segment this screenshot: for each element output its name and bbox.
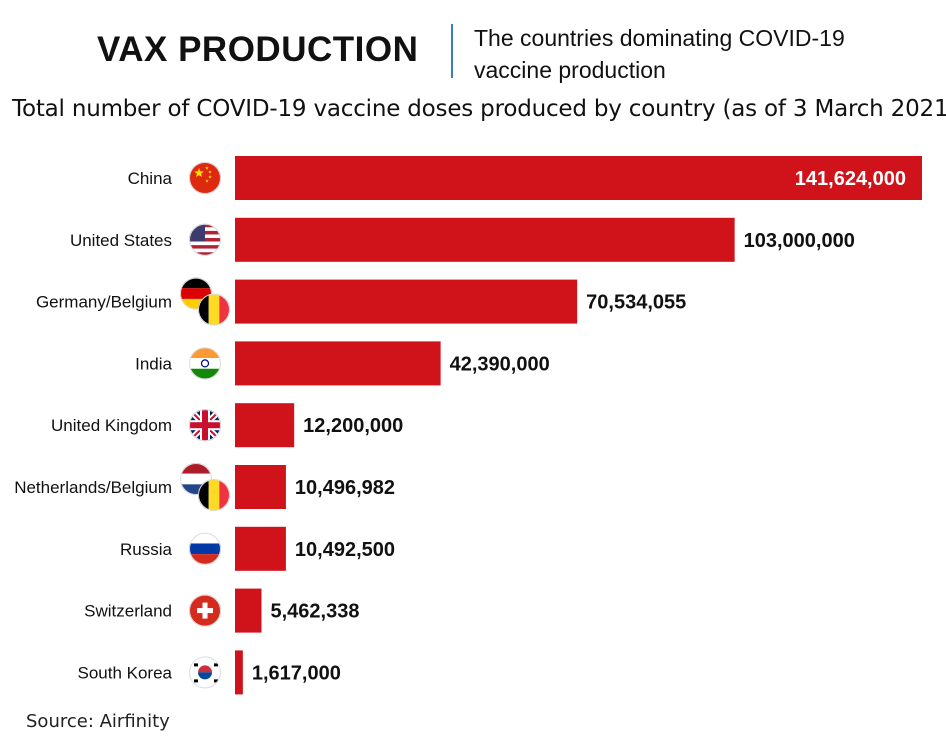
category-label: China [128,169,173,188]
bar-row: Switzerland 5,462,338 [84,588,359,633]
bar [235,465,286,509]
bar [235,403,295,448]
value-label: 10,492,500 [295,539,395,561]
value-label: 1,617,000 [252,662,341,684]
header-title: VAX PRODUCTION [97,30,419,69]
china-flag-icon [189,162,221,194]
russia-flag-icon [189,532,221,565]
category-label: South Korea [77,663,172,682]
india-flag-icon [189,347,221,380]
bar [235,588,262,633]
bar [235,279,578,324]
bar [235,526,286,571]
category-label: Switzerland [84,602,172,621]
bar [235,650,243,695]
value-label: 103,000,000 [744,230,855,252]
value-label: 70,534,055 [586,292,686,314]
value-label: 10,496,982 [295,477,395,499]
bar-chart: China 141,624,000 United States 103,000,000… [14,156,922,695]
bar-row: United Kingdom 12,200,000 [51,403,403,448]
bar-row: India 42,390,000 [135,341,550,386]
value-label: 141,624,000 [795,168,906,190]
source-note: Source: Airfinity [26,711,170,732]
netherlands-belgium-flag-icon [180,463,230,511]
bar-row: Netherlands/Belgium 10,496,982 [14,463,395,511]
category-label: Russia [120,540,173,559]
bar-row: China 141,624,000 [128,156,922,200]
bar [235,341,441,386]
usa-flag-icon [189,223,221,256]
switzerland-flag-icon [189,594,221,627]
bar [235,217,735,262]
header-divider [451,24,453,78]
value-label: 42,390,000 [450,353,550,375]
value-label: 12,200,000 [303,415,403,437]
bar-row: Germany/Belgium 70,534,055 [36,277,686,326]
germany-belgium-flag-icon [180,277,230,326]
bar-row: United States 103,000,000 [70,217,855,262]
category-label: Netherlands/Belgium [14,478,172,497]
category-label: India [135,354,172,373]
category-label: United Kingdom [51,416,172,435]
chart-title: Total number of COVID-19 vaccine doses p… [12,96,946,122]
category-label: United States [70,231,172,250]
bar-row: Russia 10,492,500 [120,526,395,571]
category-label: Germany/Belgium [36,293,172,312]
south-korea-flag-icon [189,656,221,689]
uk-flag-icon [189,409,221,442]
bar [235,156,922,200]
bar-row: South Korea 1,617,000 [77,650,341,695]
header-subtitle: The countries dominating COVID-19 vaccin… [474,25,845,83]
value-label: 5,462,338 [270,601,359,623]
